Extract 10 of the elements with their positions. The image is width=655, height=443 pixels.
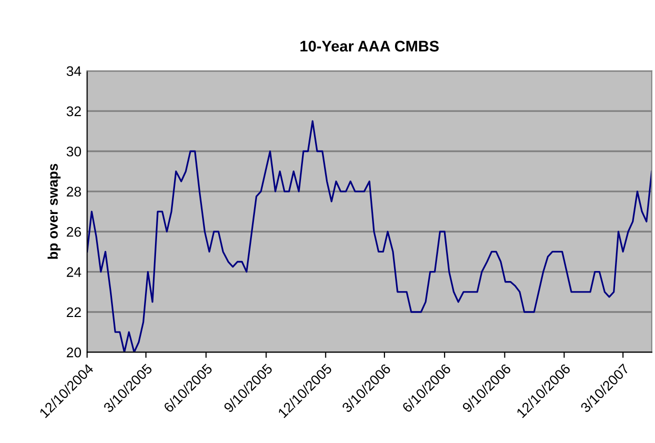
y-tick-label: 24 (66, 267, 82, 277)
y-tick-label: 28 (66, 186, 81, 197)
y-tick-label: 26 (66, 226, 81, 237)
y-tick-label: 22 (66, 307, 81, 318)
chart-title: 10-Year AAA CMBS (300, 40, 439, 52)
y-axis-title: bp over swaps (48, 164, 61, 259)
y-tick-label: 30 (66, 146, 82, 156)
y-tick-label: 34 (66, 66, 82, 76)
y-tick-label: 20 (66, 348, 82, 358)
y-tick-label: 32 (66, 106, 81, 116)
